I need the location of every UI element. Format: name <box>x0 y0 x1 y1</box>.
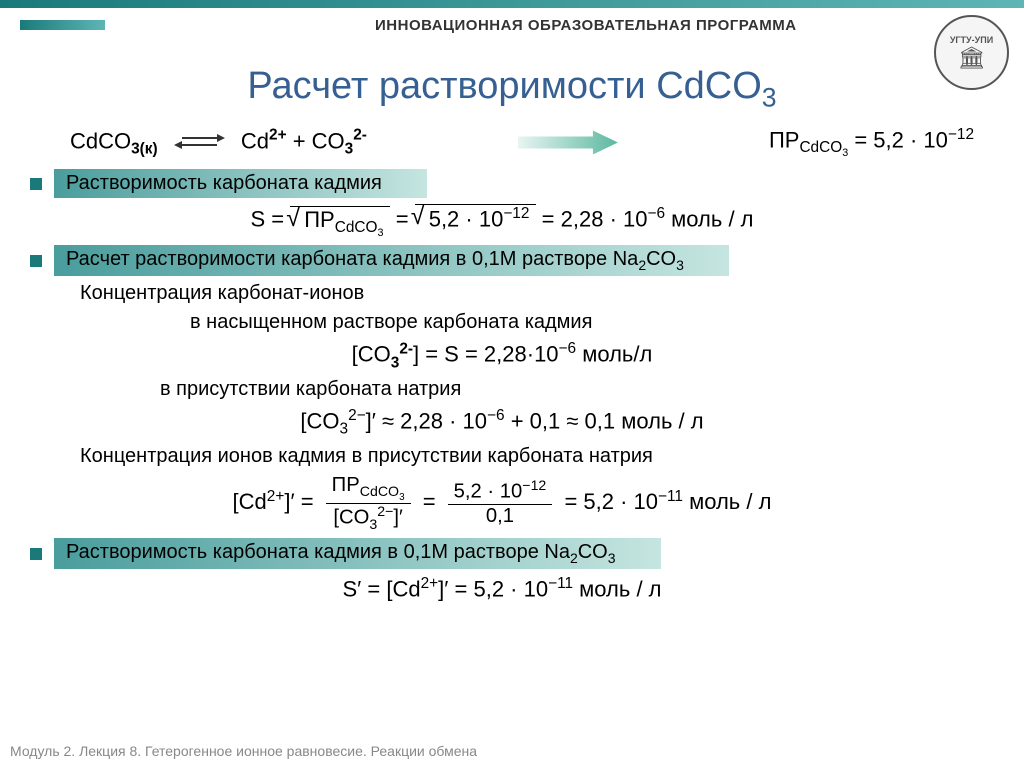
section-2-label: Расчет растворимости карбоната кадмия в … <box>54 245 729 276</box>
title-text: Расчет растворимости CdCO <box>247 65 761 107</box>
section-2: Расчет растворимости карбоната кадмия в … <box>30 245 974 276</box>
ksp-value: ПРCdCO3 = 5,2 · 10−12 <box>769 126 974 160</box>
bullet-icon <box>30 548 42 560</box>
logo-building-icon: 🏛 <box>958 45 986 71</box>
text-presence-na2co3: в присутствии карбоната натрия <box>160 378 974 401</box>
bullet-icon <box>30 255 42 267</box>
title-subscript: 3 <box>762 83 777 113</box>
top-stripe <box>0 0 1024 8</box>
text-cd-conc: Концентрация ионов кадмия в присутствии … <box>80 445 974 468</box>
logo-text: УГТУ-УПИ <box>950 35 993 45</box>
text-carbonate-conc: Концентрация карбонат-ионов <box>80 282 974 305</box>
section-3-label: Растворимость карбоната кадмия в 0,1М ра… <box>54 538 661 569</box>
program-label: ИННОВАЦИОННАЯ ОБРАЗОВАТЕЛЬНАЯ ПРОГРАММА <box>375 17 797 34</box>
section-3: Растворимость карбоната кадмия в 0,1М ра… <box>30 538 974 569</box>
equilibrium-equation: CdCO3(к) Cd2+ + CO32- ПРCdCO3 = 5,2 · 10… <box>70 126 974 160</box>
formula-solubility: S = ПРCdCO3 = 5,2 · 10−12 = 2,28 · 10−6 … <box>30 204 974 239</box>
implies-arrow-icon <box>518 130 618 154</box>
footer-text: Модуль 2. Лекция 8. Гетерогенное ионное … <box>10 743 477 759</box>
eq-left-side: CdCO3(к) Cd2+ + CO32- <box>70 127 367 159</box>
section-1-label: Растворимость карбоната кадмия <box>54 169 427 198</box>
text-saturated: в насыщенном растворе карбоната кадмия <box>190 311 974 334</box>
equilibrium-arrows-icon <box>172 132 227 152</box>
university-logo: УГТУ-УПИ 🏛 <box>934 15 1009 90</box>
section-1: Растворимость карбоната кадмия <box>30 169 974 198</box>
header-row: ИННОВАЦИОННАЯ ОБРАЗОВАТЕЛЬНАЯ ПРОГРАММА … <box>0 10 1024 40</box>
formula-co3-sat: [CO32-] = S = 2,28·10−6 моль/л <box>30 340 974 372</box>
slide-title: Расчет растворимости CdCO3 <box>0 65 1024 114</box>
formula-cd-prime: [Cd2+]′ = ПРCdCO3 [CO32−]′ = 5,2 · 10−12… <box>30 474 974 533</box>
formula-co3-prime: [CO32−]′ ≈ 2,28 · 10−6 + 0,1 ≈ 0,1 моль … <box>30 407 974 439</box>
formula-s-prime: S′ = [Cd2+]′ = 5,2 · 10−11 моль / л <box>30 575 974 602</box>
content-area: CdCO3(к) Cd2+ + CO32- ПРCdCO3 = 5,2 · 10… <box>0 126 1024 603</box>
bullet-icon <box>30 178 42 190</box>
header-accent-bar <box>20 20 105 30</box>
